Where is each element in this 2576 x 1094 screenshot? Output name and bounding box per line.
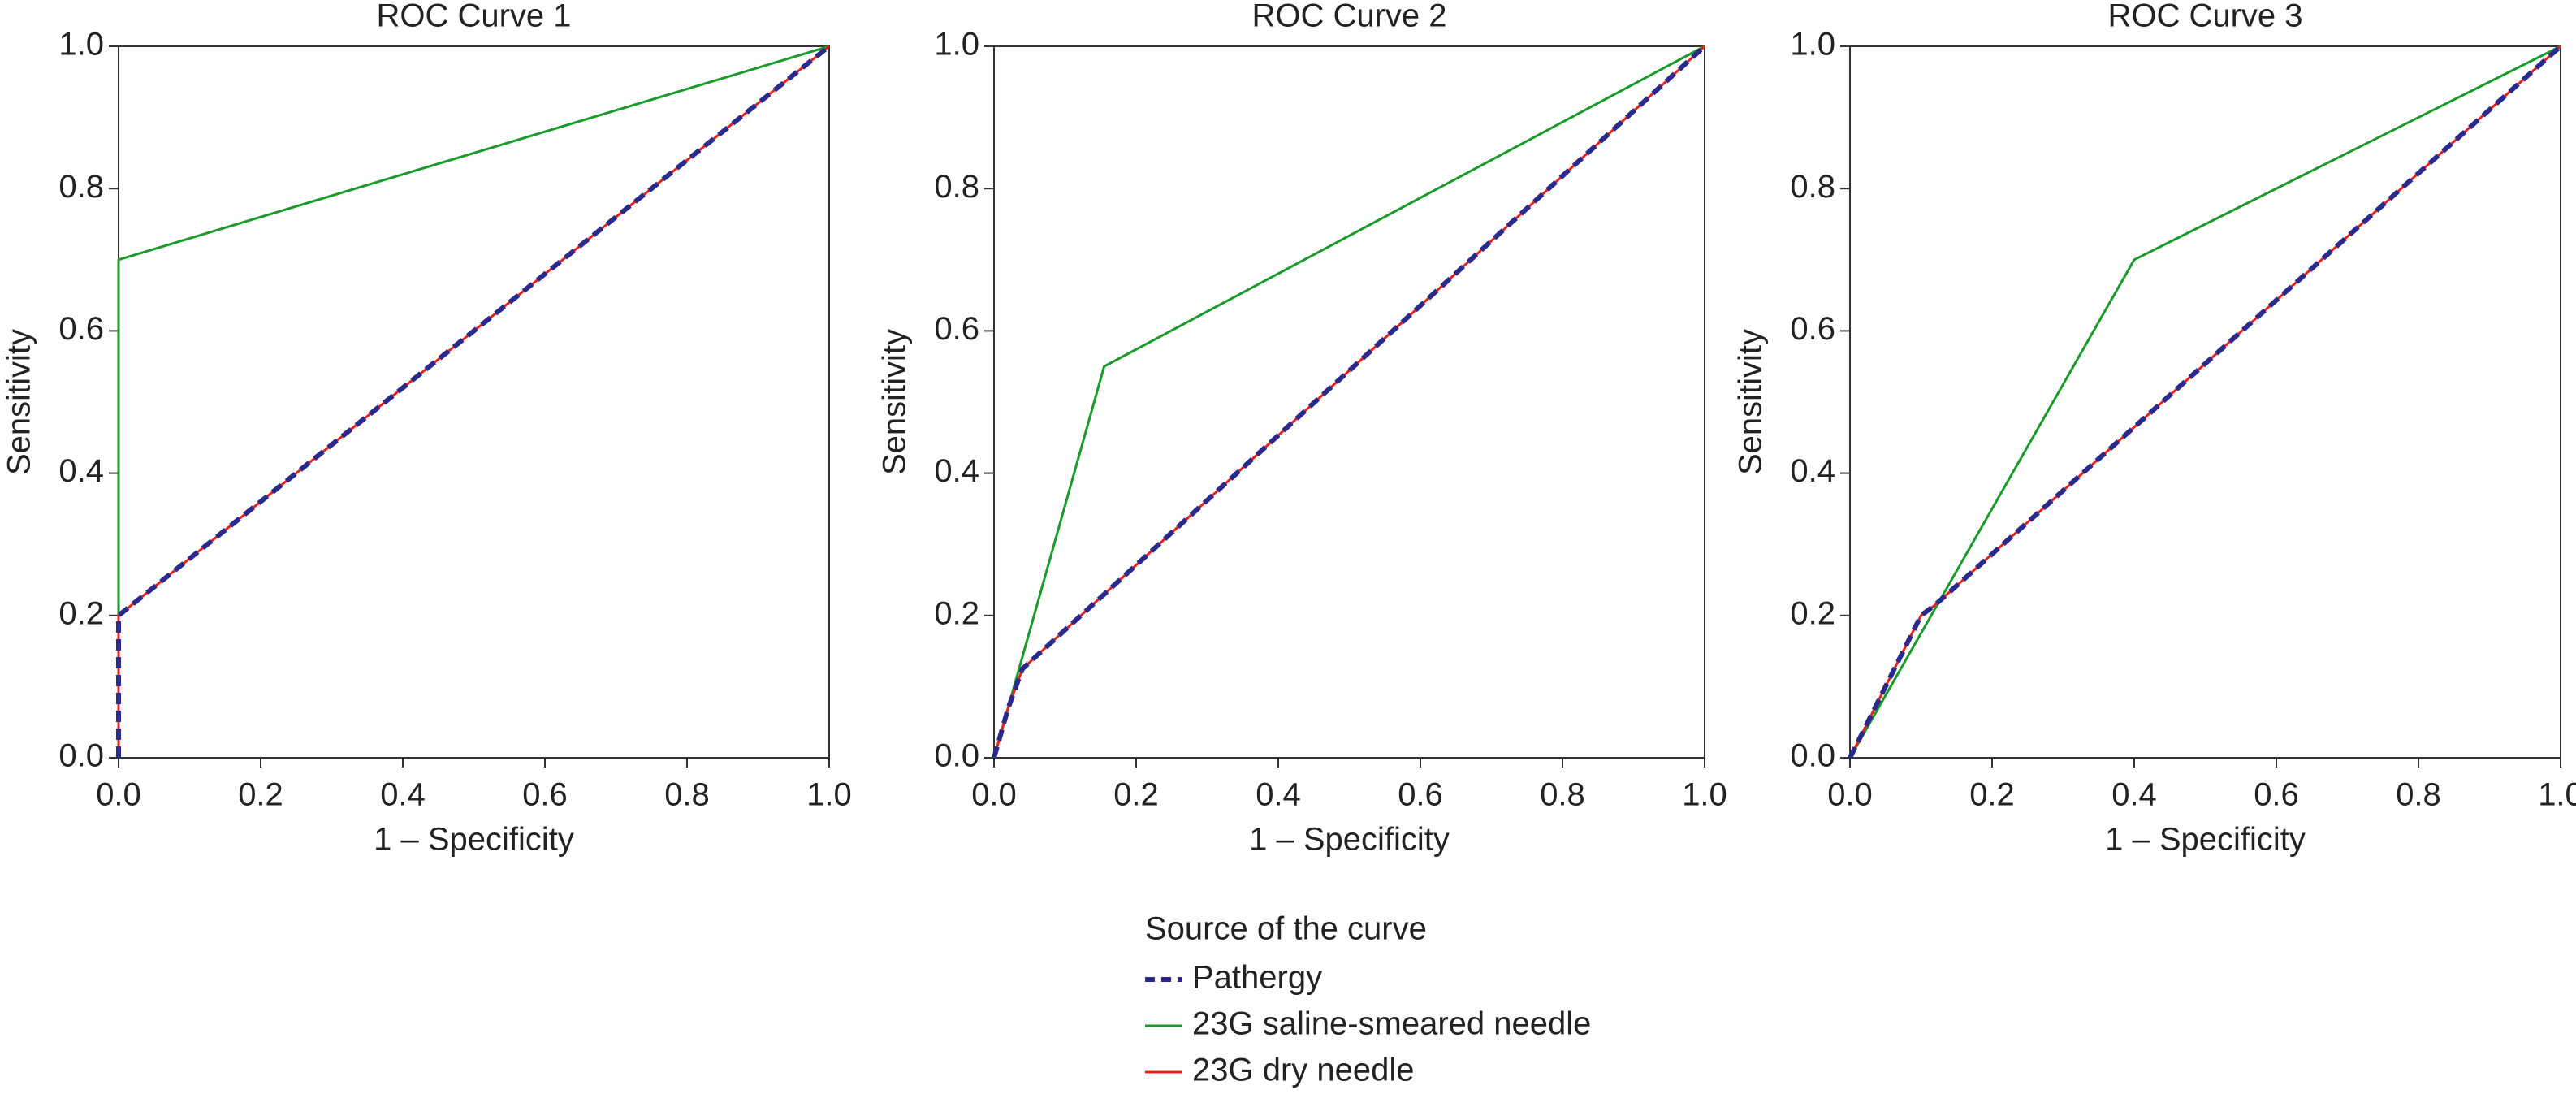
y-axis-label: Sensitivity: [2, 329, 37, 475]
x-tick-label: 0.0: [1827, 777, 1873, 813]
y-tick-label: 0.2: [1790, 595, 1835, 631]
x-axis-label: 1 – Specificity: [374, 822, 574, 858]
x-tick-label: 0.2: [1969, 777, 2015, 813]
x-tick-label: 1.0: [1682, 777, 1727, 813]
y-tick-label: 0.4: [1790, 453, 1835, 489]
x-tick-label: 0.2: [1113, 777, 1159, 813]
y-tick-label: 1.0: [1790, 27, 1835, 63]
x-axis-label: 1 – Specificity: [1249, 822, 1450, 858]
x-tick-label: 0.6: [2254, 777, 2299, 813]
y-tick-label: 1.0: [934, 27, 979, 63]
roc-line: [1848, 45, 2561, 759]
x-tick-label: 0.0: [971, 777, 1017, 813]
x-tick-label: 0.8: [1540, 777, 1585, 813]
x-tick-label: 0.4: [1256, 777, 1301, 813]
roc-line: [1848, 44, 2562, 759]
roc-line: [117, 45, 830, 758]
plot-frame: [1849, 45, 2561, 759]
y-tick-label: 0.6: [58, 311, 104, 347]
x-tick-label: 0.4: [2111, 777, 2157, 813]
roc-line: [992, 44, 1707, 759]
y-tick-label: 0.2: [58, 595, 104, 631]
y-tick-label: 0.8: [1790, 169, 1835, 205]
roc-line: [992, 45, 1706, 759]
y-axis-label: Sensitivity: [1733, 329, 1769, 475]
y-tick-label: 0.6: [934, 311, 979, 347]
x-tick-label: 1.0: [806, 777, 852, 813]
roc-line: [1848, 45, 2561, 759]
y-tick-label: 0.4: [58, 453, 104, 489]
x-tick-label: 0.4: [380, 777, 426, 813]
roc-line: [117, 45, 830, 758]
x-tick-label: 0.6: [522, 777, 568, 813]
y-tick-label: 0.6: [1790, 311, 1835, 347]
chart-title: ROC Curve 1: [376, 0, 571, 34]
y-tick-label: 0.4: [934, 453, 979, 489]
y-tick-label: 0.0: [58, 738, 104, 774]
y-axis-label: Sensitivity: [877, 329, 913, 475]
legend-title: Source of the curve: [1145, 911, 1427, 947]
y-tick-label: 0.8: [934, 169, 979, 205]
x-tick-label: 0.8: [2396, 777, 2441, 813]
x-tick-label: 0.2: [238, 777, 283, 813]
legend-label: Pathergy: [1192, 960, 1322, 996]
x-tick-label: 1.0: [2538, 777, 2576, 813]
y-tick-label: 0.8: [58, 169, 104, 205]
x-tick-label: 0.8: [664, 777, 710, 813]
roc-line: [992, 45, 1705, 759]
x-tick-label: 0.6: [1398, 777, 1443, 813]
y-tick-label: 0.0: [1790, 738, 1835, 774]
y-tick-label: 0.2: [934, 595, 979, 631]
chart-title: ROC Curve 3: [2107, 0, 2302, 34]
legend-label: 23G saline-smeared needle: [1192, 1006, 1591, 1042]
x-axis-label: 1 – Specificity: [2105, 822, 2306, 858]
y-tick-label: 0.0: [934, 738, 979, 774]
chart-title: ROC Curve 2: [1251, 0, 1446, 34]
y-tick-label: 1.0: [58, 27, 104, 63]
legend-label: 23G dry needle: [1192, 1053, 1415, 1088]
x-tick-label: 0.0: [96, 777, 141, 813]
plot-frame: [993, 45, 1705, 759]
